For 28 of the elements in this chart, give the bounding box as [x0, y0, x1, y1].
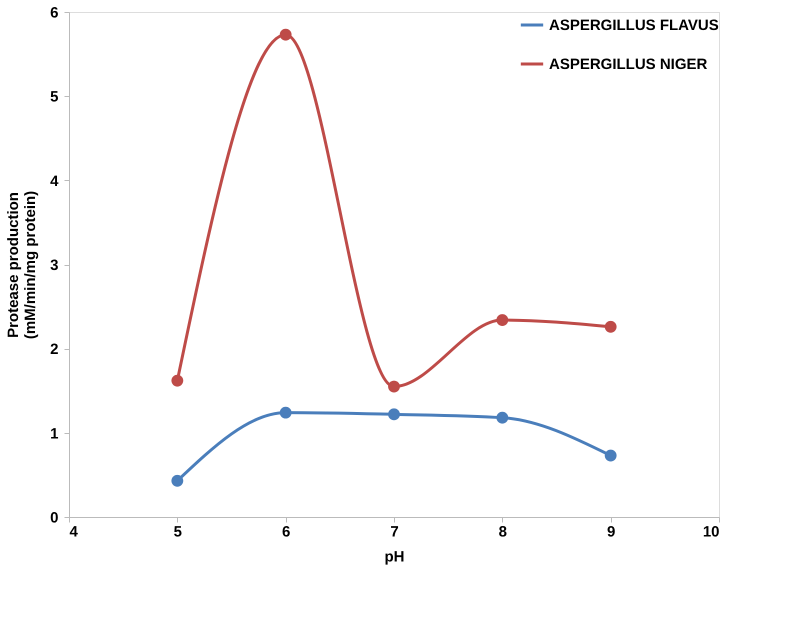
point	[171, 474, 184, 487]
y-tick-label: 2	[50, 341, 58, 358]
x-tick-label: 9	[606, 524, 616, 540]
point	[280, 406, 292, 419]
point	[604, 450, 617, 462]
point	[280, 28, 292, 41]
y-tick-label: 4	[50, 172, 60, 190]
point	[496, 314, 508, 326]
x-tick-label: 7	[390, 524, 399, 540]
x-tick-label: 4	[70, 524, 78, 540]
point	[388, 380, 400, 392]
point	[496, 412, 508, 424]
y-tick-label: 3	[50, 257, 58, 274]
point	[388, 408, 400, 420]
y-tick-label: 6	[50, 4, 58, 22]
y-tick-label: 5	[50, 88, 58, 106]
point	[604, 320, 617, 333]
x-tick-label: 5	[174, 524, 182, 540]
x-tick-label: 10	[702, 524, 720, 540]
legend-label: ASPERGILLUS NIGER	[549, 56, 708, 73]
x-axis-title: pH	[384, 548, 404, 566]
point	[171, 374, 184, 387]
y-tick-label: 1	[50, 425, 58, 442]
legend-label: ASPERGILLUS FLAVUS	[549, 17, 719, 34]
y-axis-title: Protease production (mM/min/mg protein)	[5, 190, 40, 340]
x-tick-label: 8	[498, 524, 508, 540]
x-tick-label: 6	[282, 524, 290, 540]
y-tick-label: 0	[50, 510, 58, 526]
